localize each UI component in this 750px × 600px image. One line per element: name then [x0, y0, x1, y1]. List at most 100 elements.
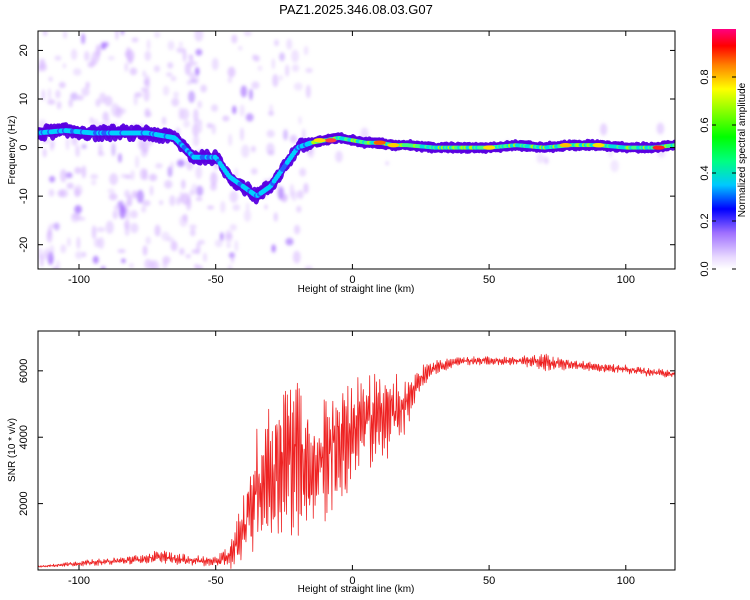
band-hotspot	[652, 145, 665, 150]
spectral-speckle	[130, 170, 135, 181]
spectral-speckle	[159, 200, 164, 205]
spectral-speckle	[196, 242, 201, 255]
spectral-speckle	[245, 113, 254, 122]
y-tick-label: 2000	[18, 491, 30, 515]
spectral-speckle	[281, 194, 288, 203]
spectral-speckle	[81, 165, 87, 179]
spectral-speckle	[211, 123, 216, 135]
spectral-speckle	[271, 244, 276, 253]
spectral-speckle	[54, 55, 62, 61]
spectral-speckle	[194, 263, 199, 269]
spectral-speckle	[165, 72, 173, 77]
spectral-speckle	[222, 115, 230, 122]
x-tick-label: 100	[617, 274, 635, 286]
spectral-speckle	[234, 240, 239, 252]
spectrogram-y-axis-label: Frequency (Hz)	[7, 116, 18, 185]
spectral-speckle	[170, 75, 177, 82]
spectral-speckle	[231, 34, 238, 44]
spectrogram-x-axis-label: Height of straight line (km)	[298, 284, 415, 295]
spectral-speckle	[176, 159, 185, 167]
x-tick-label: -50	[208, 575, 224, 587]
spectral-speckle	[39, 253, 44, 267]
spectral-speckle	[70, 48, 78, 61]
spectral-speckle	[135, 155, 140, 169]
spectral-speckle	[189, 228, 196, 237]
snr-x-ticks: -100 -50 0 50 100	[68, 331, 635, 587]
spectral-speckle	[148, 173, 158, 182]
spectral-speckle	[125, 47, 132, 59]
snr-x-axis-label: Height of straight line (km)	[298, 584, 415, 595]
spectral-speckle	[60, 244, 67, 254]
spectral-speckle	[193, 108, 199, 122]
spectral-speckle	[120, 31, 125, 36]
spectral-speckle	[59, 168, 67, 183]
spectral-speckle	[289, 134, 298, 144]
band-core	[672, 143, 675, 148]
y-tick-label: 6000	[18, 359, 30, 383]
spectral-speckle	[73, 68, 82, 76]
colorbar-label: Normalized spectral amplitude	[737, 82, 748, 217]
spectral-speckle	[250, 167, 258, 175]
spectral-speckle	[93, 237, 101, 248]
spectral-speckle	[194, 66, 200, 76]
spectral-speckle	[200, 84, 207, 93]
x-tick-label: -50	[208, 274, 224, 286]
spectral-speckle	[91, 225, 97, 240]
spectral-speckle	[47, 225, 53, 237]
spectrogram-y-ticks: 20 10 0 -10 -20	[18, 44, 675, 253]
spectral-speckle	[264, 204, 268, 210]
spectral-speckle	[149, 185, 154, 196]
spectral-speckle	[58, 81, 66, 89]
spectral-speckle	[303, 45, 309, 56]
spectral-speckle	[227, 264, 233, 269]
spectral-speckle	[219, 232, 224, 242]
spectral-speckle	[76, 236, 81, 250]
x-tick-label: -100	[68, 274, 90, 286]
spectral-speckle	[176, 47, 185, 53]
snr-series-line	[38, 353, 675, 569]
spectral-speckle	[269, 104, 274, 117]
spectral-speckle	[243, 31, 252, 37]
spectral-speckle	[110, 102, 120, 117]
spectral-speckle	[145, 236, 151, 245]
spectral-speckle	[170, 161, 175, 170]
spectral-speckle	[166, 236, 175, 243]
spectral-speckle	[117, 248, 126, 254]
spectral-speckle	[89, 116, 94, 124]
spectral-speckle	[194, 31, 204, 42]
spectral-speckle	[305, 67, 313, 73]
y-tick-label: 20	[18, 44, 30, 56]
spectral-speckle	[183, 213, 188, 223]
spectral-speckle	[197, 239, 205, 245]
y-tick-label: -10	[18, 188, 30, 204]
spectral-speckle	[178, 41, 183, 47]
spectral-speckle	[169, 195, 176, 207]
spectral-speckle	[304, 265, 313, 269]
spectral-speckle	[162, 256, 171, 265]
spectral-speckle	[63, 31, 67, 39]
spectral-speckle	[131, 190, 139, 199]
spectral-speckle	[227, 66, 236, 78]
spectral-speckle	[81, 144, 87, 149]
spectral-speckle	[285, 237, 294, 246]
spectral-speckle	[279, 52, 285, 62]
spectral-speckle	[146, 76, 151, 91]
spectral-speckle	[48, 189, 55, 197]
spectral-speckle	[50, 142, 54, 152]
spectral-speckle	[272, 73, 279, 88]
spectral-speckle	[266, 129, 275, 138]
spectral-speckle	[599, 123, 608, 136]
spectrogram-image	[38, 31, 675, 269]
spectral-speckle	[656, 122, 665, 135]
spectral-speckle	[90, 174, 99, 180]
spectral-speckle	[230, 253, 235, 264]
spectral-speckle	[170, 240, 178, 252]
spectral-speckle	[178, 107, 184, 121]
colorbar: 0.0 0.2 0.4 0.6 0.8 Normalized spectral ampl…	[699, 29, 748, 277]
spectral-speckle	[181, 179, 186, 190]
y-tick-label: 0	[18, 145, 30, 151]
x-tick-label: 0	[349, 575, 355, 587]
band-hotspot	[324, 138, 337, 143]
spectral-speckle	[167, 40, 175, 51]
spectral-speckle	[49, 175, 56, 183]
